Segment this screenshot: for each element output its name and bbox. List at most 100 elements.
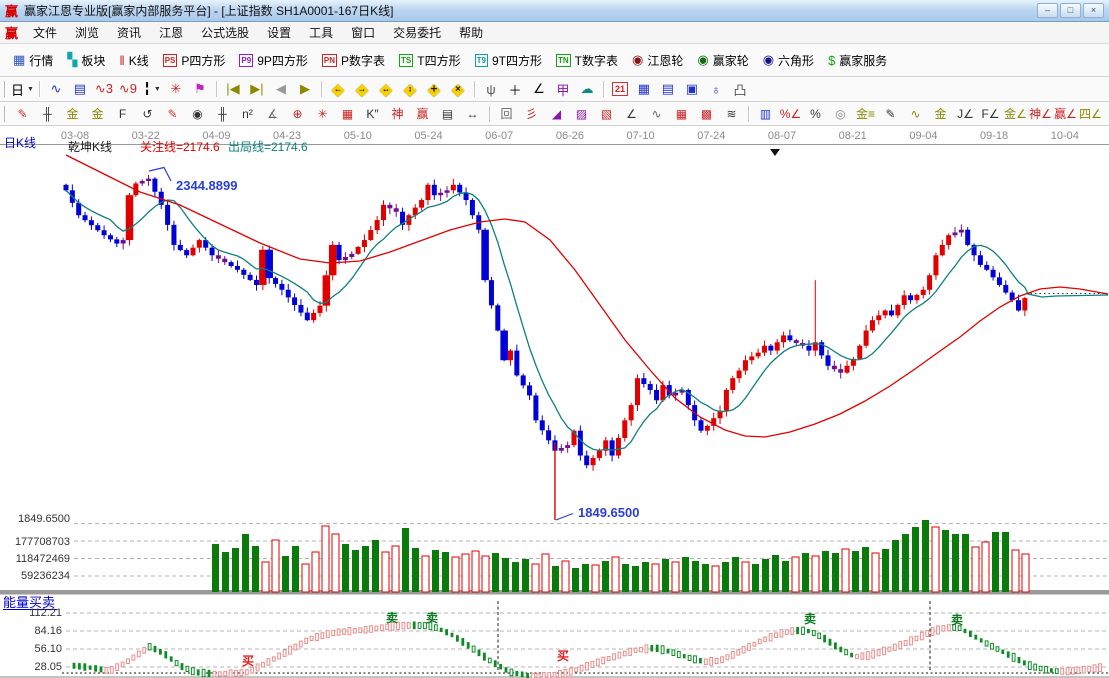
wave-av[interactable]: ∿: [904, 104, 927, 123]
trend-angle[interactable]: ∠: [620, 104, 643, 123]
gann-wheel-button[interactable]: ◉ 江恩轮: [625, 50, 690, 71]
gold-underline[interactable]: 金: [929, 104, 952, 123]
width-measure[interactable]: ↔: [461, 104, 484, 123]
menu-item-公式选股[interactable]: 公式选股: [201, 26, 250, 40]
close-button[interactable]: ×: [1083, 3, 1104, 18]
shift-right-button[interactable]: ◆ →: [351, 79, 373, 99]
9p-square-button[interactable]: P9 9P四方形: [232, 50, 314, 71]
period-selector[interactable]: 日 ▼: [11, 79, 34, 99]
win-angle[interactable]: 赢∠: [1054, 104, 1077, 123]
win-ruler[interactable]: 赢: [411, 104, 434, 123]
box-fan[interactable]: ▨: [570, 104, 593, 123]
box-rays[interactable]: ▧: [595, 104, 618, 123]
notes-icon[interactable]: ▤: [69, 79, 91, 99]
zoom-v-button[interactable]: ◆ ↕: [399, 79, 421, 99]
tide-icon[interactable]: ⚑: [189, 79, 211, 99]
prev-page-button[interactable]: ◀: [270, 79, 292, 99]
gold-time-line[interactable]: 金: [61, 104, 84, 123]
next-page-button[interactable]: ▶: [294, 79, 316, 99]
gann-box-tool[interactable]: 甲: [552, 79, 574, 99]
gold-angle[interactable]: 金∠: [1004, 104, 1027, 123]
star-wheel[interactable]: ✳: [311, 104, 334, 123]
chart-canvas[interactable]: 买 卖 卖买 卖 卖 03-08 03-22 04-09 04-23 05-10 05-24 06-…: [0, 126, 1109, 678]
t-digit-button[interactable]: TN T数字表: [549, 50, 625, 71]
f-angle[interactable]: F∠: [979, 104, 1002, 123]
gold-circle[interactable]: ◎: [829, 104, 852, 123]
menu-item-帮助[interactable]: 帮助: [459, 26, 484, 40]
n-square[interactable]: n²: [236, 104, 259, 123]
god-angle[interactable]: 神∠: [1029, 104, 1052, 123]
indicator-title[interactable]: 能量买卖: [3, 595, 55, 610]
9t-square-button[interactable]: T9 9T四方形: [468, 50, 549, 71]
brush-tool[interactable]: ✎: [11, 104, 34, 123]
menu-item-资讯[interactable]: 资讯: [117, 26, 142, 40]
pattern-icon[interactable]: ✳: [165, 79, 187, 99]
kline-style-selector[interactable]: ╏ ▼: [141, 79, 163, 99]
square-of-nine[interactable]: ▦: [336, 104, 359, 123]
menu-item-工具[interactable]: 工具: [309, 26, 334, 40]
menu-item-窗口[interactable]: 窗口: [351, 26, 376, 40]
wave9-icon[interactable]: ∿9: [117, 79, 139, 99]
gann-wheel-small[interactable]: ⊕: [286, 104, 309, 123]
grid-box[interactable]: ▩: [695, 104, 718, 123]
percent[interactable]: %: [804, 104, 827, 123]
p-square-button[interactable]: PS P四方形: [156, 50, 233, 71]
j-angle[interactable]: J∠: [954, 104, 977, 123]
time-grid[interactable]: ╫: [211, 104, 234, 123]
sectors-button[interactable]: ▚ 板块: [60, 50, 112, 71]
ruler-123[interactable]: ▤: [436, 104, 459, 123]
minimize-button[interactable]: –: [1037, 3, 1058, 18]
calculator-icon[interactable]: ▦: [633, 79, 655, 99]
winner-service-button[interactable]: $ 赢家服务: [821, 50, 894, 71]
mark-pencil[interactable]: ✎: [879, 104, 902, 123]
angle-fan[interactable]: ◢: [545, 104, 568, 123]
ray-fan[interactable]: 彡: [520, 104, 543, 123]
zoom-h-button[interactable]: ◆ ↔: [375, 79, 397, 99]
smart-tool[interactable]: ☁: [576, 79, 598, 99]
gold-levels[interactable]: 金≡: [854, 104, 877, 123]
price-scale[interactable]: ▥: [754, 104, 777, 123]
menu-item-设置[interactable]: 设置: [267, 26, 292, 40]
k-quote[interactable]: K″: [361, 104, 384, 123]
measure-brush[interactable]: ✎: [161, 104, 184, 123]
report-icon[interactable]: ▤: [657, 79, 679, 99]
menu-item-文件[interactable]: 文件: [33, 26, 58, 40]
restore-button[interactable]: □: [1060, 3, 1081, 18]
cycle-circle[interactable]: ◉: [186, 104, 209, 123]
gann-time-line[interactable]: ╫: [36, 104, 59, 123]
winner-wheel-button[interactable]: ◉ 赢家轮: [690, 50, 755, 71]
printer-icon[interactable]: 凸: [729, 79, 751, 99]
four-angle[interactable]: 四∠: [1079, 104, 1102, 123]
crosshair-tool[interactable]: ＋: [504, 79, 526, 99]
wave-mark[interactable]: ∿: [645, 104, 668, 123]
freehand-lines-icon[interactable]: ∿: [45, 79, 67, 99]
menu-item-浏览[interactable]: 浏览: [75, 26, 100, 40]
calendar-icon[interactable]: 21: [609, 79, 631, 99]
hand-tool[interactable]: ψ: [480, 79, 502, 99]
percent-angle[interactable]: %∠: [779, 104, 802, 123]
spiral-line[interactable]: ↺: [136, 104, 159, 123]
f-time-line[interactable]: F: [111, 104, 134, 123]
zoom-reset-button[interactable]: ◆ ✕: [447, 79, 469, 99]
mirror-angle[interactable]: ∡: [261, 104, 284, 123]
zoom-in-button[interactable]: ◆ ＋: [423, 79, 445, 99]
angle-tool[interactable]: ∠: [528, 79, 550, 99]
god-ruler[interactable]: 神: [386, 104, 409, 123]
p-digit-button[interactable]: PN P数字表: [315, 50, 392, 71]
network-icon[interactable]: ♁: [705, 79, 727, 99]
hexagon-button[interactable]: ◉ 六角形: [756, 50, 821, 71]
last-page-button[interactable]: ▶|: [246, 79, 268, 99]
first-page-button[interactable]: |◀: [222, 79, 244, 99]
menu-item-江恩[interactable]: 江恩: [159, 26, 184, 40]
wave3-icon[interactable]: ∿3: [93, 79, 115, 99]
box-tool[interactable]: 回: [495, 104, 518, 123]
menu-item-交易委托[interactable]: 交易委托: [393, 26, 442, 40]
quotes-button[interactable]: ▦ 行情: [6, 50, 60, 71]
t-square-button[interactable]: TS T四方形: [392, 50, 468, 71]
grid-square[interactable]: ▦: [670, 104, 693, 123]
kline-button[interactable]: ‖ K线: [112, 50, 155, 71]
shift-left-button[interactable]: ◆ ←: [327, 79, 349, 99]
gold-price-line[interactable]: 金: [86, 104, 109, 123]
parallel-rays[interactable]: ≋: [720, 104, 743, 123]
save-icon[interactable]: ▣: [681, 79, 703, 99]
